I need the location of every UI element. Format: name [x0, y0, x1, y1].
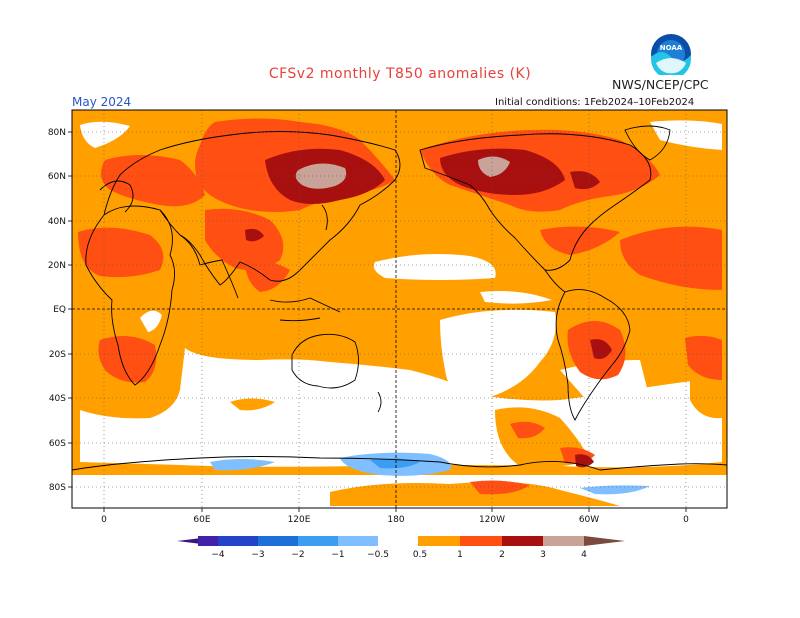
colorbar-tick-label: 4: [581, 550, 587, 560]
lon-label: 180: [387, 515, 404, 525]
coastlines: [72, 125, 727, 471]
lat-label: 40N: [48, 217, 66, 227]
colorbar-segment: [338, 536, 378, 546]
colorbar-tick-label: 1: [457, 550, 463, 560]
colorbar-tick-label: 2: [499, 550, 505, 560]
axis-ticks: [68, 131, 687, 512]
colorbar-segment: [460, 536, 502, 546]
equator-dateline: [72, 110, 727, 508]
lat-label: 80N: [48, 128, 66, 138]
agency-label: NWS/NCEP/CPC: [612, 77, 709, 92]
colorbar-tick-label: 3: [540, 550, 546, 560]
noaa-logo: NOAA: [651, 34, 691, 75]
lat-label: 80S: [49, 483, 66, 493]
colorbar-tick-label: −2: [291, 550, 304, 560]
colorbar-segment: [258, 536, 298, 546]
colorbar-segment: [543, 536, 584, 546]
colorbar-segment: [198, 536, 218, 546]
lon-label: 120E: [288, 515, 311, 525]
colorbar-segment: [378, 536, 418, 546]
lat-label: 60N: [48, 172, 66, 182]
colorbar-tick-label: −0.5: [367, 550, 389, 560]
colorbar-segment: [298, 536, 338, 546]
colorbar-tick-label: 0.5: [413, 550, 427, 560]
lat-labels: 80N 60N 40N 20N EQ 20S 40S 60S 80S: [48, 128, 66, 493]
colorbar-segment: [502, 536, 543, 546]
lat-label: EQ: [53, 305, 66, 315]
lon-label: 0: [101, 515, 107, 525]
logo-text: NOAA: [660, 44, 683, 52]
colorbar-tick-label: −4: [211, 550, 225, 560]
lon-labels: 0 60E 120E 180 120W 60W 0: [101, 515, 689, 525]
initial-conditions: Initial conditions: 1Feb2024–10Feb2024: [495, 97, 695, 108]
colorbar-segment: [218, 536, 258, 546]
lat-label: 20N: [48, 261, 66, 271]
colorbar: −4 −3 −2 −1 −0.5 0.5 1 2 3 4: [177, 536, 625, 560]
valid-month: May 2024: [72, 95, 132, 109]
colorbar-tick-label: −3: [251, 550, 264, 560]
colorbar-segment: [418, 536, 460, 546]
lon-label: 60E: [193, 515, 210, 525]
lat-label: 20S: [49, 350, 66, 360]
lon-label: 0: [683, 515, 689, 525]
colorbar-high-arrow: [584, 536, 625, 546]
map-title: CFSv2 monthly T850 anomalies (K): [268, 66, 532, 82]
lat-label: 60S: [49, 439, 66, 449]
lon-label: 120W: [479, 515, 505, 525]
lat-label: 40S: [49, 394, 66, 404]
colorbar-tick-label: −1: [331, 550, 344, 560]
lon-label: 60W: [579, 515, 599, 525]
